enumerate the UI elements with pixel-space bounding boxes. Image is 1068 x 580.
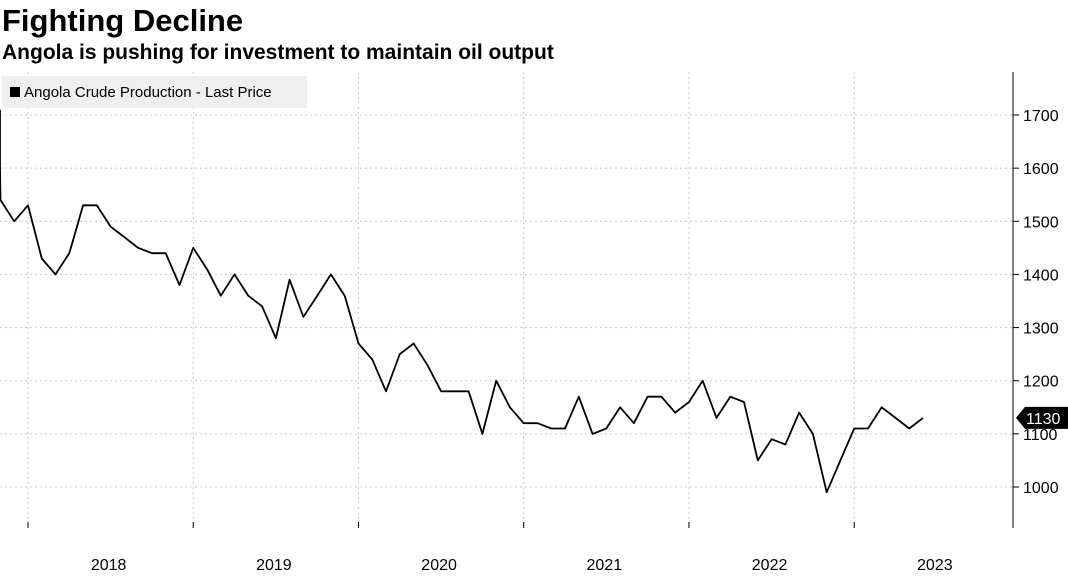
- y-tick-label: 1300: [1023, 321, 1059, 338]
- x-tick-label: 2022: [752, 557, 788, 574]
- chart-title: Fighting Decline: [2, 3, 244, 38]
- chart-subtitle: Angola is pushing for investment to main…: [2, 41, 554, 64]
- last-value-label: 1130: [1026, 411, 1061, 428]
- y-tick-label: 1600: [1023, 161, 1059, 178]
- x-tick-label: 2020: [421, 557, 457, 574]
- x-tick-label: 2023: [917, 557, 953, 574]
- x-tick-label: 2018: [91, 557, 127, 574]
- legend-box: [2, 76, 307, 108]
- y-tick-label: 1400: [1023, 267, 1059, 284]
- last-value-badge: [1016, 406, 1068, 429]
- y-tick-label: 1200: [1023, 374, 1059, 391]
- x-tick-label: 2019: [256, 557, 292, 574]
- y-tick-label: 1100: [1023, 427, 1058, 444]
- y-tick-label: 1700: [1023, 108, 1059, 125]
- legend-label: Angola Crude Production - Last Price: [24, 84, 272, 101]
- y-tick-label: 1500: [1023, 214, 1059, 231]
- series-line: [0, 109, 924, 494]
- legend-swatch: [10, 87, 20, 97]
- x-tick-label: 2021: [587, 557, 623, 574]
- y-tick-label: 1000: [1023, 480, 1059, 497]
